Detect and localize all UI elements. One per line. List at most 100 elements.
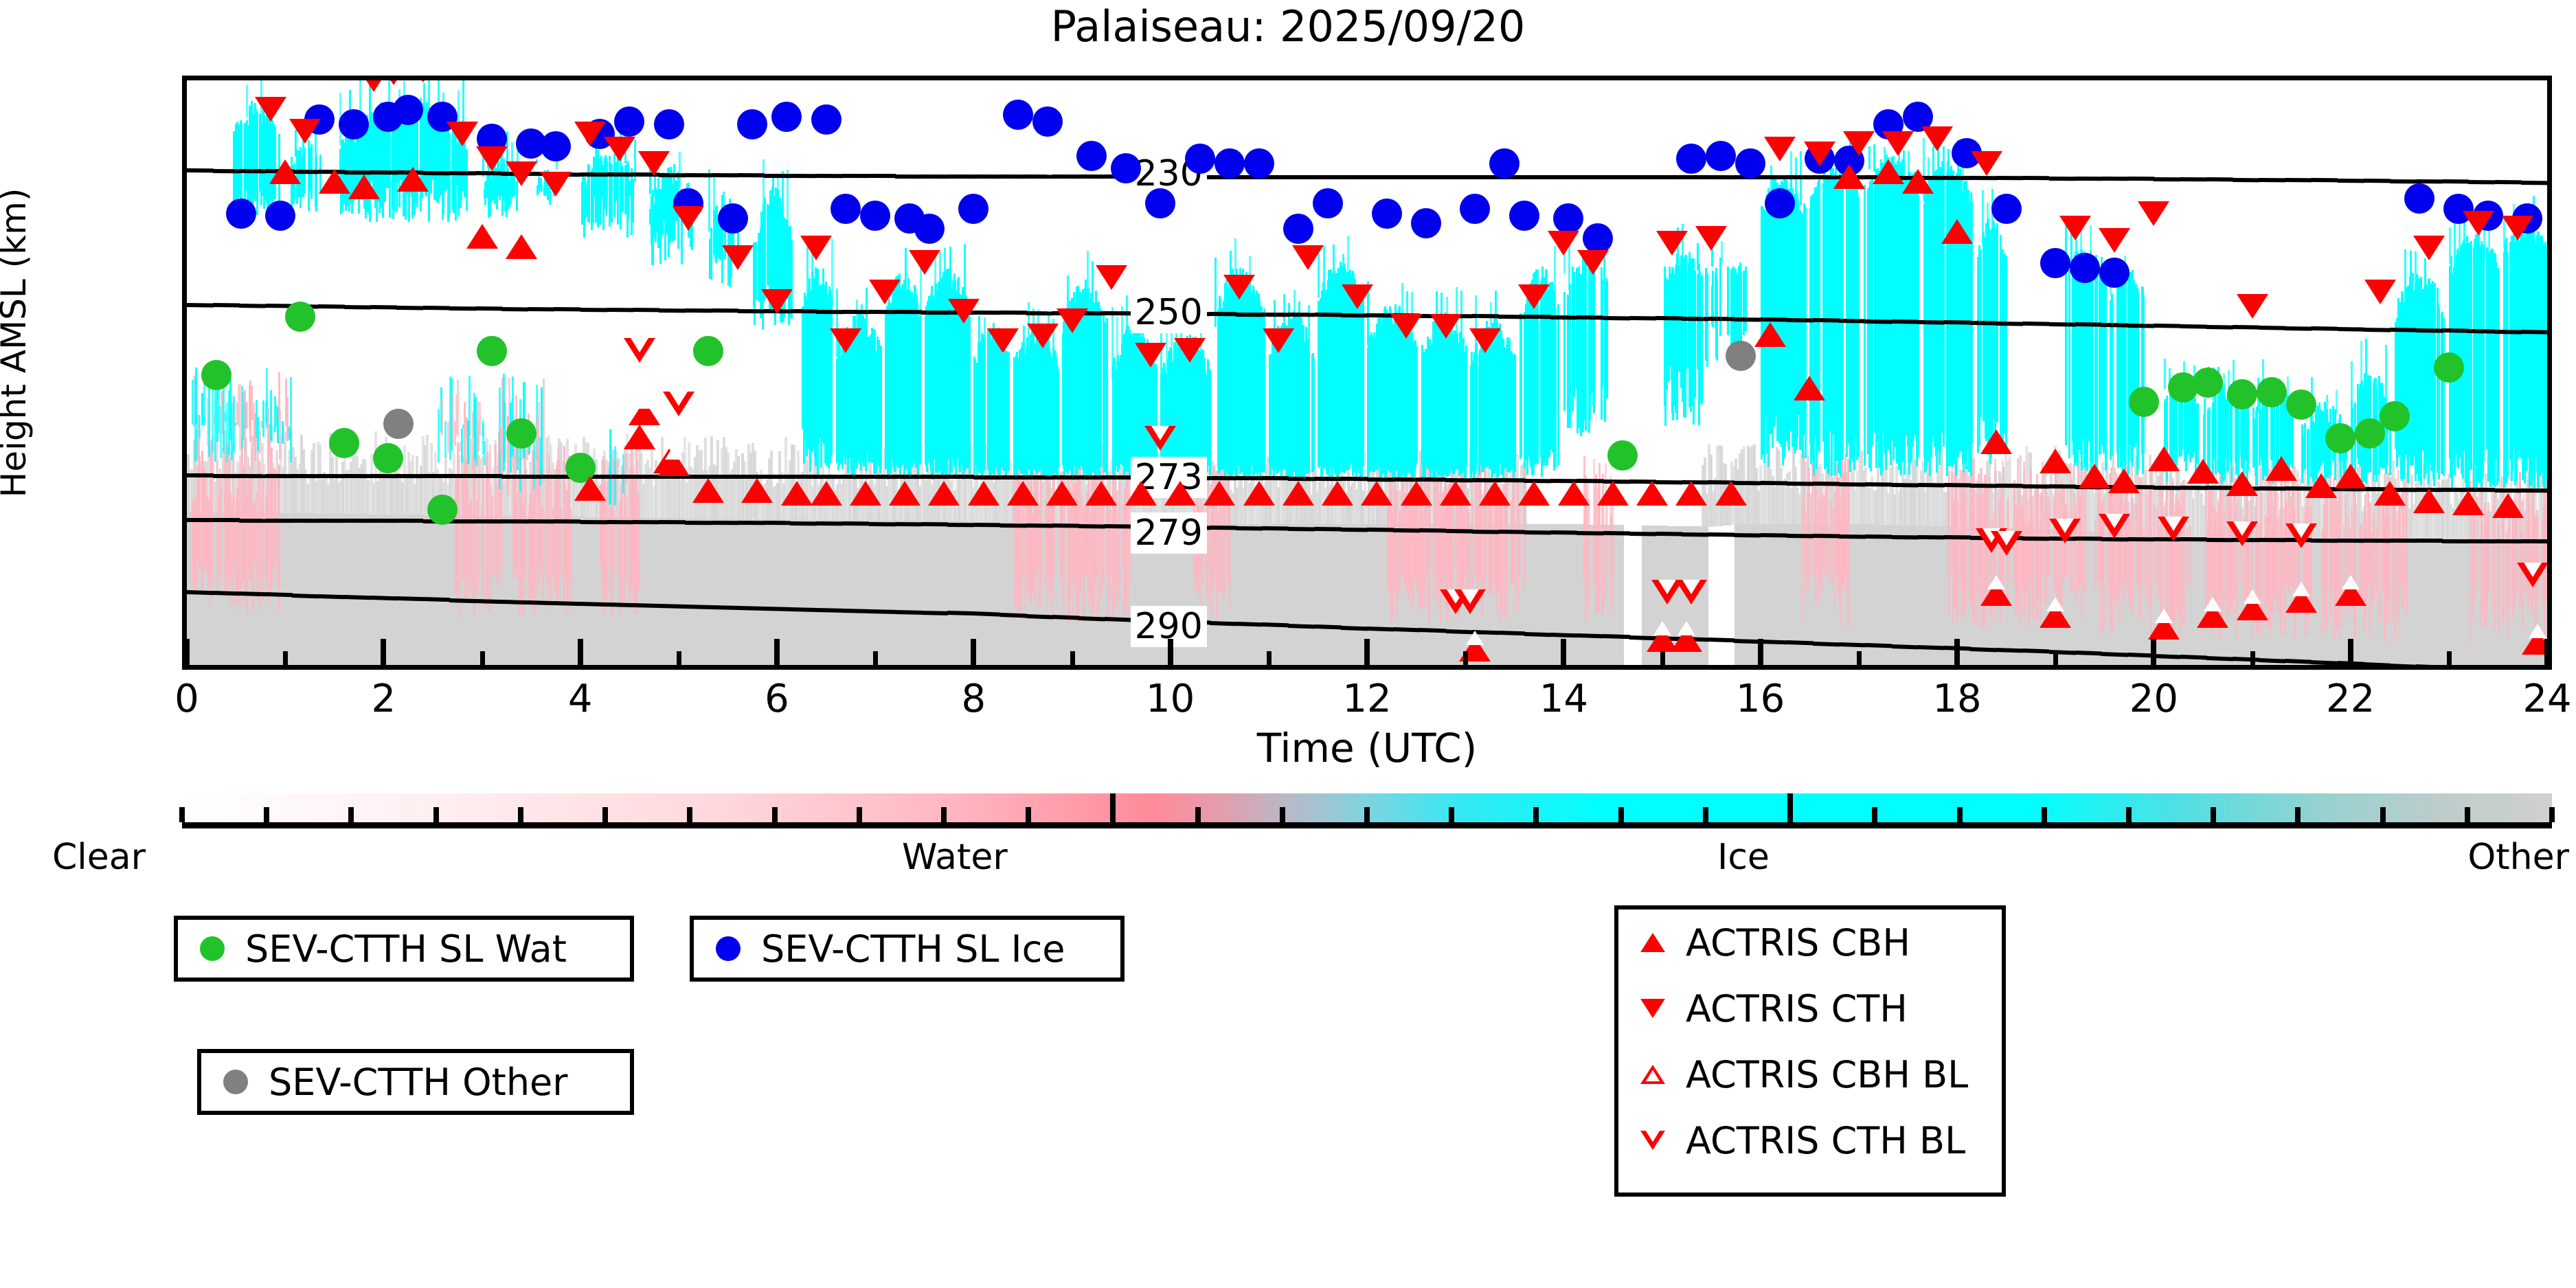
mask-cell [356,514,359,665]
mask-cell [1310,524,1313,665]
mask-cell [362,514,365,665]
mask-cell [290,432,293,514]
mask-cell [956,521,958,665]
mask-cell [1108,471,1111,523]
mask-cell [947,463,950,522]
mask-cell [360,464,363,515]
x-tick-minor [1856,651,1862,670]
mask-cell [731,519,734,665]
mask-cell [850,520,853,665]
mask-cell [953,521,956,665]
mask-cell [323,472,326,514]
mask-cell [1359,524,1362,665]
mask-cell [933,475,936,521]
mask-cell [747,443,750,519]
mask-cell [925,521,927,665]
mask-cell [615,517,618,665]
mask-cell [1522,524,1525,665]
mask-cell [343,514,346,665]
mask-cell [2417,541,2419,665]
mask-cell [1642,525,1645,665]
mask-cell [379,514,381,665]
mask-cell [704,518,707,665]
mask-cell [418,473,420,515]
mask-cell [669,518,672,665]
mask-cell [1085,523,1088,665]
main-plot[interactable]: 230 250 273 279 290 [182,76,2552,670]
mask-cell [1048,522,1051,665]
mask-cell [2283,539,2285,665]
mask-cell [1735,524,1737,665]
mask-cell [364,514,367,665]
isotherm-line [816,174,844,179]
mask-cell [1178,524,1181,665]
mask-cell [2272,539,2275,665]
mask-cell [719,518,721,665]
mask-cell [758,477,760,519]
mask-cell [1557,524,1560,665]
mask-cell [832,475,835,520]
mask-cell [984,443,987,522]
mask-cell [1551,524,1554,665]
mask-cell [815,438,818,520]
mask-cell [1176,524,1179,665]
mask-cell [690,518,692,665]
mask-cell [1578,524,1581,665]
mask-cell [683,518,686,665]
mask-cell [1366,524,1368,665]
mask-cell [1308,524,1311,665]
mask-cell [1926,526,1929,665]
mask-cell [611,517,614,665]
mask-cell [381,447,383,515]
mask-cell [657,468,659,518]
isotherm-line [763,173,791,178]
mask-cell [943,521,946,665]
mask-cell [677,518,680,665]
mask-cell [288,513,291,665]
mask-cell [681,453,684,519]
mask-cell [859,520,861,665]
y-axis-label: Height AMSL (km) [0,188,34,498]
mask-cell [644,517,647,665]
mask-cell [1170,524,1173,665]
mask-cell [945,521,948,665]
mask-cell [2021,528,2024,665]
mask-cell [1796,524,1799,665]
mask-cell [368,479,371,515]
mask-cell [745,479,748,519]
mask-cell [1378,524,1381,665]
mask-cell [1753,524,1756,665]
mask-cell [978,490,981,522]
mask-cell [420,515,422,665]
mask-cell [727,519,730,665]
mask-cell [939,478,942,521]
mask-cell [914,449,917,521]
mask-cell [964,449,967,522]
mask-cell [352,514,354,665]
x-tick-mark [2151,639,2157,670]
mask-cell [716,518,719,665]
mask-cell [700,518,703,665]
mask-cell [846,461,849,521]
x-tick-mark [1167,639,1173,670]
mask-cell [659,476,662,518]
mask-cell [1559,524,1562,665]
mask-cell [865,520,868,665]
mask-cell [2443,541,2446,665]
mask-cell [902,479,905,521]
mask-cell [1875,524,1877,665]
mask-cell [1978,527,1980,665]
mask-cell [702,518,705,665]
mask-cell [1413,524,1416,665]
mask-cell [719,477,721,519]
mask-cell [898,521,901,665]
mask-cell [1706,526,1708,665]
mask-cell [510,479,513,517]
mask-cell [302,513,305,665]
mask-cell [2439,541,2442,665]
mask-cell [896,521,899,665]
mask-cell [306,484,309,514]
mask-cell [1372,524,1375,665]
mask-cell [500,515,503,665]
mask-cell [667,517,670,665]
